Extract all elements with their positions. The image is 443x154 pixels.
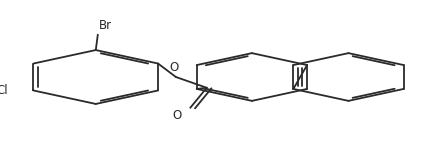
Text: Cl: Cl [0,84,8,97]
Text: Br: Br [99,19,112,32]
Text: O: O [169,61,179,74]
Text: O: O [173,109,182,122]
